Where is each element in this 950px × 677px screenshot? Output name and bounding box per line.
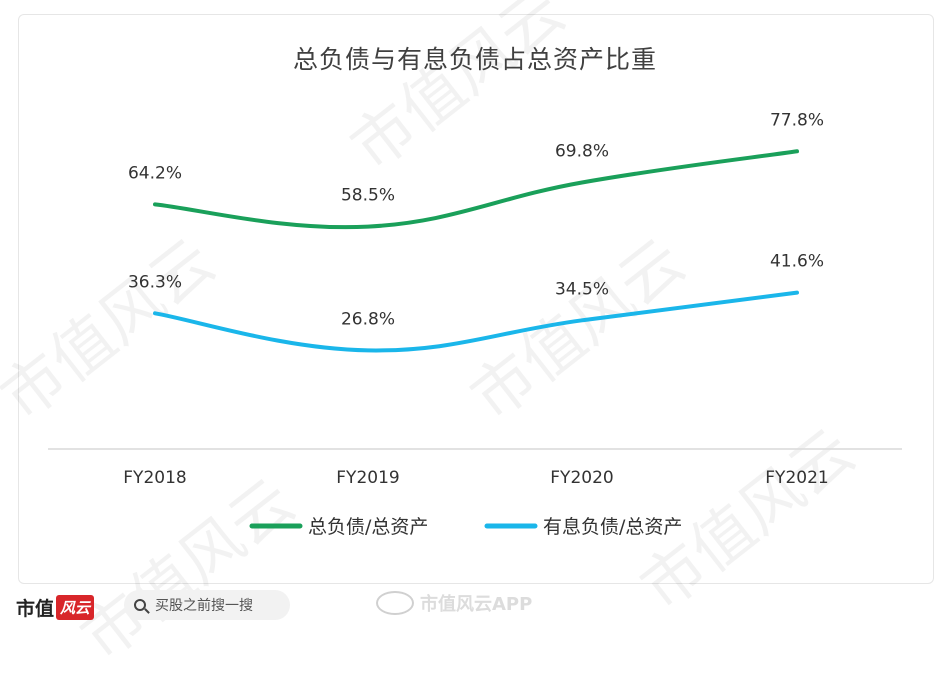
data-label: 69.8% (555, 142, 609, 162)
brand-logo: 市值 风云 (16, 592, 95, 622)
data-label: 34.5% (555, 279, 609, 299)
search-box[interactable]: 买股之前搜一搜 (124, 590, 290, 620)
search-text: 买股之前搜一搜 (155, 598, 253, 614)
logo-text: 市值 (16, 597, 55, 620)
data-label: 58.5% (341, 186, 395, 206)
series-line-1 (153, 149, 799, 230)
footer-bar: 市值 风云 买股之前搜一搜 市值风云APP (0, 584, 950, 632)
weibo-handle: 市值风云APP (376, 590, 532, 616)
chart-card (18, 14, 934, 584)
legend-label: 总负债/总资产 (308, 516, 428, 538)
series-line-2 (153, 290, 799, 353)
weibo-text: 市值风云APP (420, 594, 533, 615)
data-label: 36.3% (128, 272, 182, 292)
weibo-icon (376, 591, 414, 615)
x-tick-label: FY2021 (765, 468, 828, 488)
x-tick-label: FY2019 (336, 468, 399, 488)
data-label: 26.8% (341, 309, 395, 329)
legend-label: 有息负债/总资产 (543, 516, 682, 538)
data-label: 77.8% (770, 110, 824, 130)
chart-title: 总负债与有息负债占总资产比重 (292, 45, 657, 74)
logo-badge: 风云 (56, 594, 95, 620)
x-tick-label: FY2020 (550, 468, 613, 488)
data-label: 41.6% (770, 252, 824, 272)
x-tick-label: FY2018 (123, 468, 186, 488)
data-label: 64.2% (128, 163, 182, 183)
line-chart: 64.2% 58.5% 69.8% 77.8% 36.3% 26.8% 34.5% 41.6%… (48, 110, 902, 538)
search-icon (134, 599, 146, 611)
